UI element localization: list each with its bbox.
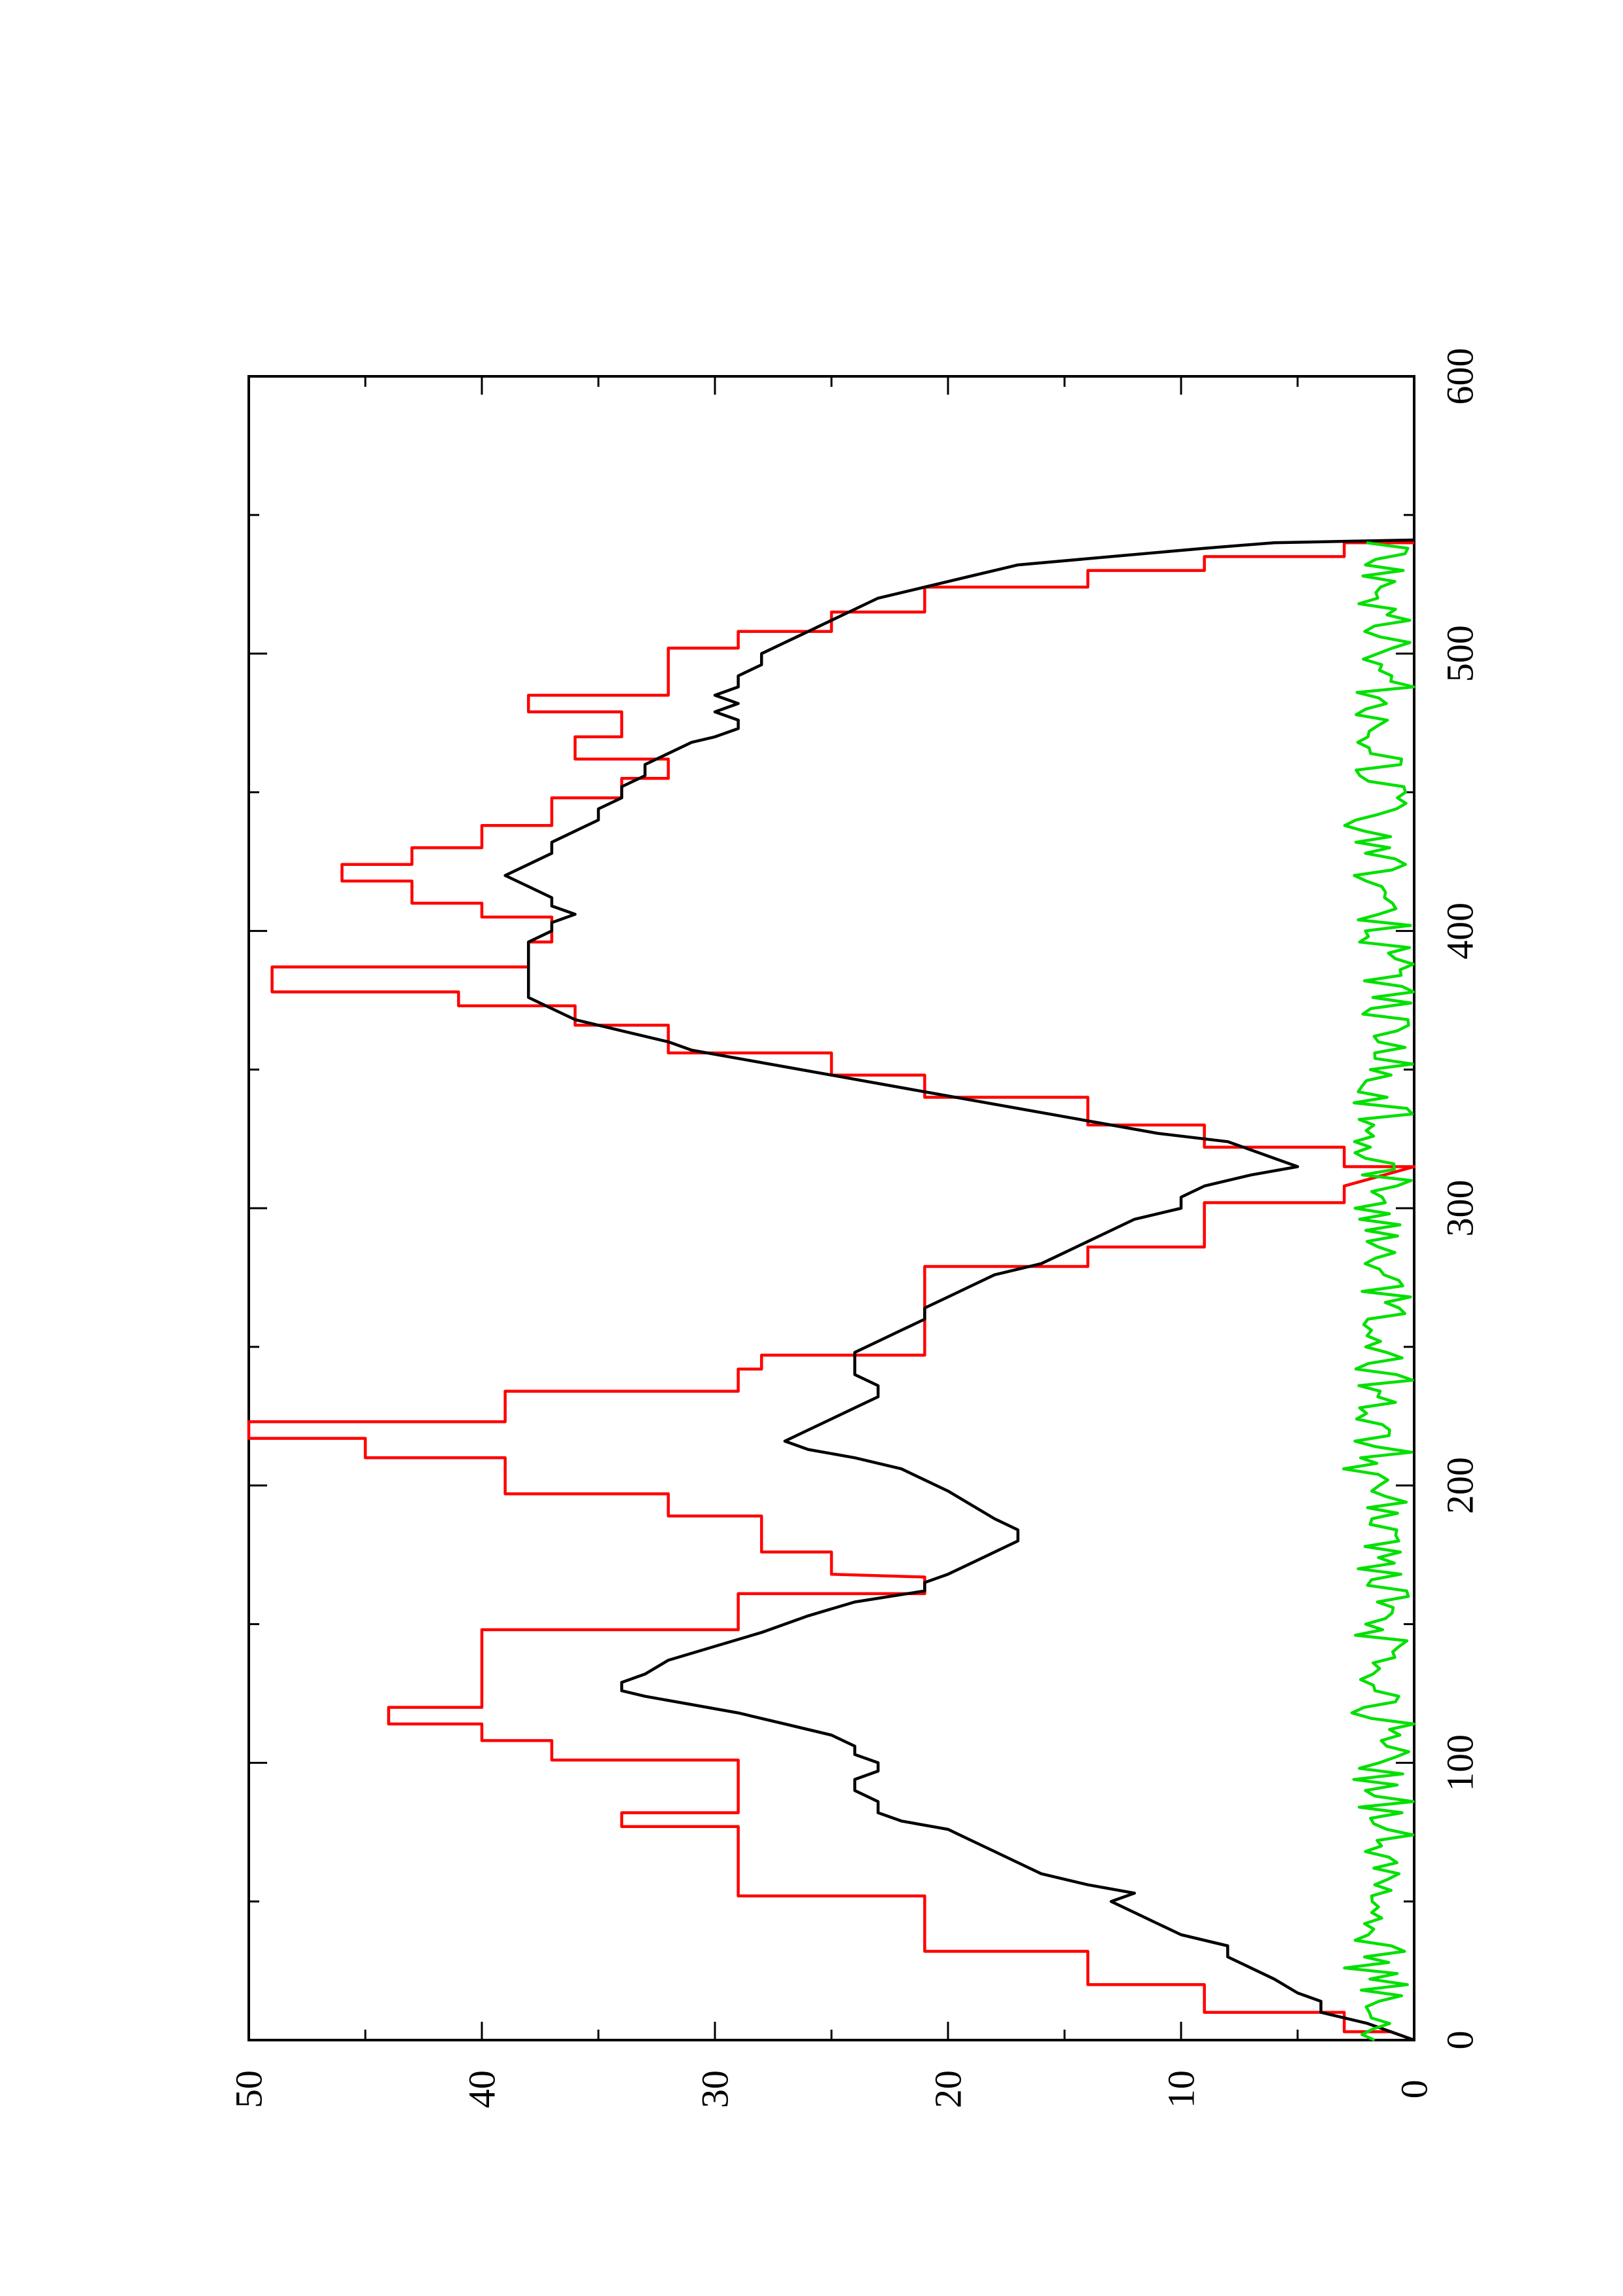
x-tick-label: 300 <box>1439 1180 1482 1237</box>
x-tick-label: 0 <box>1439 2031 1482 2050</box>
x-tick-label: 500 <box>1439 625 1482 682</box>
red-step-series <box>247 541 1416 2042</box>
green-noise-series <box>1341 541 1415 2042</box>
y-tick-label: 0 <box>1393 2080 1436 2099</box>
y-tick-label: 20 <box>927 2070 970 2108</box>
axis-ticks <box>247 375 1415 2041</box>
y-tick-label: 10 <box>1160 2070 1203 2108</box>
x-tick-label: 600 <box>1439 348 1482 405</box>
x-tick-label: 100 <box>1439 1734 1482 1791</box>
y-tick-label: 40 <box>461 2070 503 2108</box>
y-tick-label: 50 <box>228 2070 270 2108</box>
x-tick-label: 400 <box>1439 903 1482 960</box>
y-tick-label: 30 <box>694 2070 737 2108</box>
x-tick-label: 200 <box>1439 1457 1482 1514</box>
axis-tick-labels: 0 100 200 300 400 500 600 0 10 20 30 40 50 <box>228 348 1482 2109</box>
black-smooth-series <box>503 538 1415 2042</box>
series-lines <box>247 538 1416 2042</box>
